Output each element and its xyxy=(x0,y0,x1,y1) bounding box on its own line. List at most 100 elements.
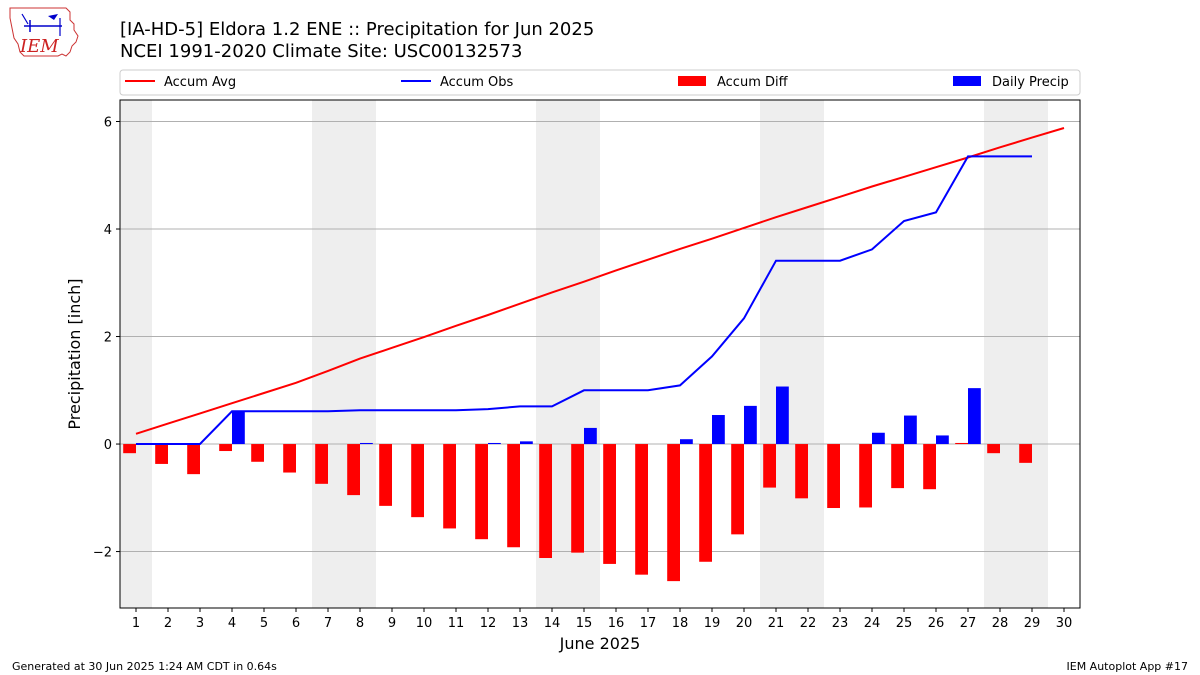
x-tick-label: 1 xyxy=(132,616,140,631)
daily-precip-bar xyxy=(520,441,533,445)
accum-diff-bar xyxy=(731,444,744,535)
x-tick-label: 10 xyxy=(416,616,433,631)
daily-precip-bar xyxy=(584,427,597,445)
y-axis-ticks: −2 0 2 4 6 xyxy=(93,116,120,561)
y-tick-label: 4 xyxy=(104,223,112,238)
x-tick-label: 7 xyxy=(324,616,332,631)
x-tick-label: 25 xyxy=(896,616,913,631)
accum-diff-bar xyxy=(635,444,648,575)
accum-diff-bar xyxy=(123,444,136,454)
footer-generated: Generated at 30 Jun 2025 1:24 AM CDT in … xyxy=(12,660,277,673)
daily-precip-bar xyxy=(680,439,693,445)
footer-app: IEM Autoplot App #17 xyxy=(1067,660,1189,673)
x-tick-label: 18 xyxy=(672,616,689,631)
legend-swatch-daily-precip xyxy=(953,76,981,86)
x-tick-label: 15 xyxy=(576,616,593,631)
accum-avg-line xyxy=(135,127,1065,435)
daily-precip-bar xyxy=(360,442,373,445)
daily-precip-bar xyxy=(904,415,917,445)
accum-diff-bar xyxy=(763,444,776,488)
x-tick-label: 4 xyxy=(228,616,236,631)
x-tick-label: 19 xyxy=(704,616,721,631)
x-tick-label: 24 xyxy=(864,616,881,631)
x-tick-label: 29 xyxy=(1024,616,1041,631)
plot-frame xyxy=(119,99,1081,609)
accum-diff-bar xyxy=(379,444,392,506)
legend-frame xyxy=(119,69,1081,96)
accum-diff-bar xyxy=(795,444,808,499)
accum-obs-line xyxy=(136,155,1032,445)
accum-diff-bar xyxy=(219,444,232,452)
legend: Accum Avg Accum Obs Accum Diff Daily Pre… xyxy=(119,69,1081,96)
weekend-band xyxy=(984,100,1048,608)
x-tick-label: 20 xyxy=(736,616,753,631)
weekend-band xyxy=(120,100,152,608)
accum-diff-bar xyxy=(251,444,264,462)
legend-label-accum-obs: Accum Obs xyxy=(440,75,513,90)
x-tick-label: 30 xyxy=(1056,616,1073,631)
x-tick-label: 14 xyxy=(544,616,561,631)
grid-lines xyxy=(120,121,1080,553)
accum-diff-bar xyxy=(827,444,840,509)
accum-diff-bar xyxy=(667,444,680,582)
accum-diff-bar xyxy=(475,444,488,540)
accum-diff-bar xyxy=(315,444,328,484)
x-tick-label: 22 xyxy=(800,616,817,631)
legend-label-accum-avg: Accum Avg xyxy=(164,75,236,90)
x-tick-label: 9 xyxy=(388,616,396,631)
y-tick-label: −2 xyxy=(93,546,112,561)
accum-diff-bar xyxy=(283,444,296,473)
accum-diff-bar xyxy=(411,444,424,518)
logo-text: IEM xyxy=(19,36,59,57)
accum-diff-bar xyxy=(571,444,584,553)
accum-diff-bar xyxy=(603,444,616,564)
x-tick-label: 8 xyxy=(356,616,364,631)
daily-precip-bar xyxy=(968,388,981,445)
accum-diff-bar xyxy=(155,444,168,464)
chart-title: [IA-HD-5] Eldora 1.2 ENE :: Precipitatio… xyxy=(120,19,594,40)
weekend-bands xyxy=(120,100,1048,608)
chart-subtitle: NCEI 1991-2020 Climate Site: USC00132573 xyxy=(120,41,522,62)
x-tick-label: 17 xyxy=(640,616,657,631)
iem-logo: IEM xyxy=(9,7,79,57)
accum-diff-bar xyxy=(923,444,936,490)
x-tick-label: 11 xyxy=(448,616,465,631)
accum-diff-bar xyxy=(859,444,872,508)
y-axis-label: Precipitation [inch] xyxy=(65,278,84,429)
daily-precip-bar xyxy=(232,411,245,445)
x-axis-label: June 2025 xyxy=(559,634,641,653)
daily-precip-bar xyxy=(872,432,885,445)
accum-diff-bar xyxy=(699,444,712,562)
y-tick-label: 6 xyxy=(104,116,112,131)
accum-diff-bar xyxy=(507,444,520,548)
x-tick-label: 2 xyxy=(164,616,172,631)
x-tick-label: 12 xyxy=(480,616,497,631)
daily-precip-bar xyxy=(776,386,789,445)
accum-diff-bar xyxy=(1019,444,1032,463)
x-tick-label: 26 xyxy=(928,616,945,631)
legend-label-accum-diff: Accum Diff xyxy=(717,75,789,90)
daily-precip-bars xyxy=(232,386,981,445)
accum-diff-bar xyxy=(987,444,1000,454)
weekend-band xyxy=(312,100,376,608)
accum-diff-bar xyxy=(443,444,456,529)
x-tick-label: 23 xyxy=(832,616,849,631)
accum-diff-bar xyxy=(187,444,200,475)
x-axis-ticks: 1 2 3 4 5 6 7 8 9 10 11 12 13 14 15 16 17 18 19 20 21 22 23 24 2… xyxy=(132,608,1072,631)
x-tick-label: 27 xyxy=(960,616,977,631)
weekend-band xyxy=(760,100,824,608)
accum-diff-bar xyxy=(347,444,360,496)
daily-precip-bar xyxy=(488,442,501,445)
legend-swatch-accum-diff xyxy=(678,76,706,86)
legend-label-daily-precip: Daily Precip xyxy=(992,75,1069,90)
accum-diff-bar xyxy=(891,444,904,489)
accum-diff-bar xyxy=(539,444,552,559)
x-tick-label: 3 xyxy=(196,616,204,631)
y-tick-label: 0 xyxy=(104,438,112,453)
x-tick-label: 16 xyxy=(608,616,625,631)
daily-precip-bar xyxy=(744,405,757,445)
accum-diff-bars xyxy=(123,442,1032,582)
daily-precip-bar xyxy=(936,435,949,445)
